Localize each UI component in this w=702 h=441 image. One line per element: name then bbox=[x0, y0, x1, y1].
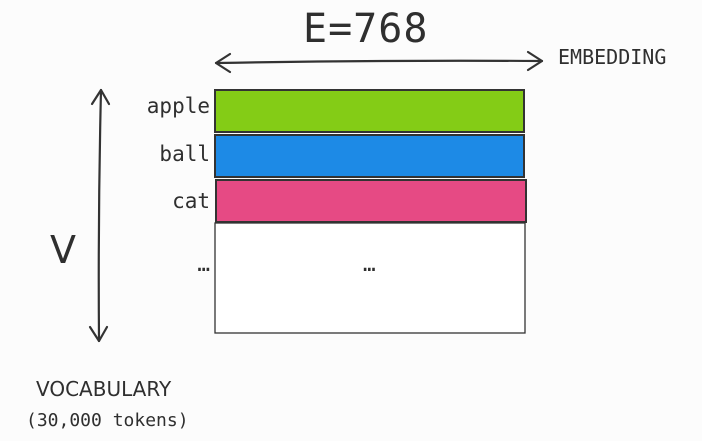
remaining-rows-ellipsis: … bbox=[363, 252, 376, 276]
embedding-row-apple bbox=[214, 89, 525, 133]
embedding-row-ball bbox=[214, 134, 525, 178]
vocabulary-dimension-label: V bbox=[50, 228, 76, 272]
embedding-remaining-rows bbox=[214, 222, 526, 334]
vocabulary-title: VOCABULARY bbox=[36, 377, 172, 401]
token-label-ball: ball bbox=[159, 142, 210, 166]
vocabulary-subtitle: (30,000 tokens) bbox=[26, 410, 189, 431]
token-label-apple: apple bbox=[146, 94, 210, 118]
token-label-more: … bbox=[197, 252, 210, 276]
embedding-dimension-label: E=768 bbox=[303, 6, 429, 52]
embedding-axis-label: EMBEDDING bbox=[558, 45, 667, 69]
embedding-row-cat bbox=[215, 179, 527, 223]
token-label-cat: cat bbox=[172, 189, 210, 213]
vocabulary-height-arrow bbox=[88, 88, 111, 343]
embedding-width-arrow bbox=[214, 50, 544, 74]
